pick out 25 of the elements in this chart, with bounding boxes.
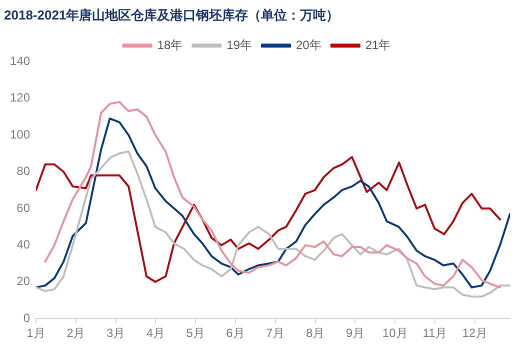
y-tick-label: 140: [10, 54, 30, 68]
y-tick-label: 120: [10, 90, 30, 105]
x-tick-label: 12月: [462, 326, 488, 340]
x-tick-label: 9月: [346, 326, 365, 340]
legend-label: 18年: [157, 38, 183, 52]
x-tick-label: 5月: [186, 326, 205, 340]
y-tick-label: 40: [16, 237, 30, 252]
legend-label: 21年: [365, 38, 391, 52]
legend-label: 19年: [226, 38, 252, 52]
x-tick-label: 7月: [266, 326, 285, 340]
x-tick-label: 8月: [306, 326, 325, 340]
x-tick-label: 3月: [106, 326, 126, 340]
x-tick-label: 2月: [66, 326, 86, 340]
y-tick-label: 20: [16, 274, 30, 288]
x-tick-label: 4月: [146, 326, 166, 340]
chart-title: 2018-2021年唐山地区仓库及港口钢坯库存（单位：万吨）: [4, 7, 340, 22]
y-tick-label: 0: [23, 310, 30, 325]
y-tick-label: 100: [10, 127, 30, 142]
x-tick-label: 11月: [422, 326, 448, 340]
x-tick-label: 10月: [382, 326, 408, 340]
legend-label: 20年: [296, 38, 322, 52]
y-tick-label: 60: [16, 200, 30, 215]
y-tick-label: 80: [16, 164, 30, 178]
x-tick-label: 6月: [226, 326, 245, 340]
x-tick-label: 1月: [26, 326, 46, 340]
